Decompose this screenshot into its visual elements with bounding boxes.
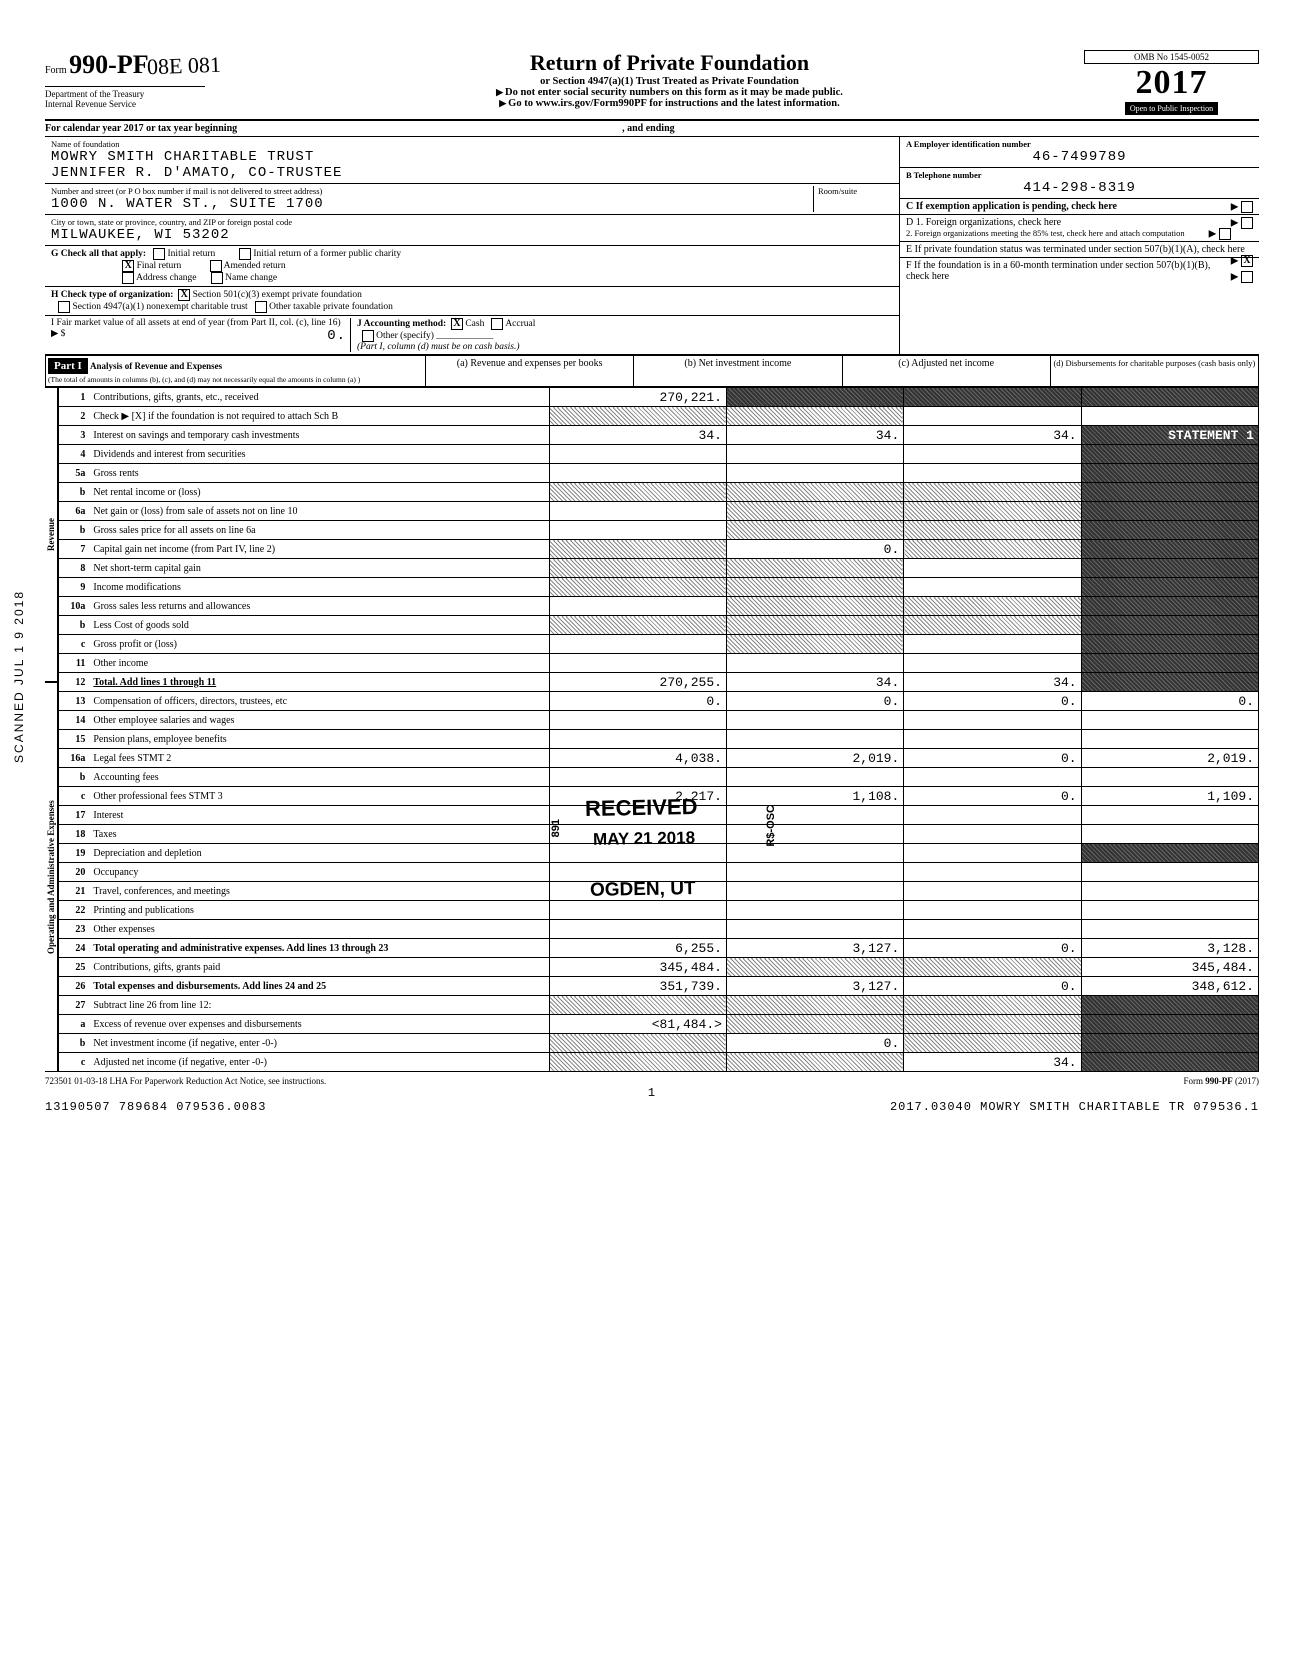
ein-label: A Employer identification number — [906, 139, 1253, 149]
table-row: 11Other income — [59, 654, 1259, 673]
name-label: Name of foundation — [51, 139, 893, 149]
table-row: 24Total operating and administrative exp… — [59, 939, 1259, 958]
col-d-header: (d) Disbursements for charitable purpose… — [1051, 356, 1258, 386]
phone-label: B Telephone number — [906, 170, 1253, 180]
form-header: Form 990-PF 08E 081 Department of the Tr… — [45, 50, 1259, 121]
form-subtitle-3: Go to www.irs.gov/Form990PF for instruct… — [255, 98, 1084, 109]
table-row: 18Taxes — [59, 825, 1259, 844]
table-row: 17Interest — [59, 806, 1259, 825]
table-row: 19Depreciation and depletion — [59, 844, 1259, 863]
col-a-header: (a) Revenue and expenses per books — [426, 356, 634, 386]
bottom-codes: 13190507 789684 079536.0083 2017.03040 M… — [45, 1100, 1259, 1114]
table-row: cOther professional fees STMT 32,217.1,1… — [59, 787, 1259, 806]
omb-number: OMB No 1545-0052 — [1084, 50, 1259, 64]
tax-year: 2017 — [1084, 64, 1259, 102]
address-label: Number and street (or P O box number if … — [51, 186, 813, 196]
dept-label: Department of the Treasury Internal Reve… — [45, 86, 205, 109]
fmv-value: 0. — [327, 328, 346, 344]
box-e: E If private foundation status was termi… — [900, 242, 1259, 258]
form-number: Form 990-PF 08E 081 — [45, 50, 255, 80]
box-f: F If the foundation is in a 60-month ter… — [900, 258, 1259, 284]
table-row: 23Other expenses — [59, 920, 1259, 939]
table-row: 22Printing and publications — [59, 901, 1259, 920]
table-row: 26Total expenses and disbursements. Add … — [59, 977, 1259, 996]
phone-value: 414-298-8319 — [906, 180, 1253, 196]
table-row: 21Travel, conferences, and meetings — [59, 882, 1259, 901]
foundation-name-1: MOWRY SMITH CHARITABLE TRUST — [51, 149, 893, 165]
table-row: 25Contributions, gifts, grants paid345,4… — [59, 958, 1259, 977]
section-g: G Check all that apply: Initial return I… — [45, 246, 899, 287]
part1-table: 1Contributions, gifts, grants, etc., rec… — [58, 387, 1259, 1072]
calendar-year-row: For calendar year 2017 or tax year begin… — [45, 121, 1259, 137]
table-row: bAccounting fees — [59, 768, 1259, 787]
address-value: 1000 N. WATER ST., SUITE 1700 — [51, 196, 813, 212]
page-number: 1 — [45, 1086, 1259, 1100]
footer-left: 723501 01-03-18 LHA For Paperwork Reduct… — [45, 1076, 326, 1086]
revenue-side-label: Revenue — [45, 387, 58, 682]
footer-right: Form 990-PF (2017) — [1183, 1076, 1259, 1086]
box-c: C If exemption application is pending, c… — [900, 199, 1259, 215]
city-label: City or town, state or province, country… — [51, 217, 893, 227]
table-row: 1Contributions, gifts, grants, etc., rec… — [59, 388, 1259, 407]
table-row: bNet investment income (if negative, ent… — [59, 1034, 1259, 1053]
open-inspection: Open to Public Inspection — [1125, 102, 1218, 115]
table-row: 3Interest on savings and temporary cash … — [59, 426, 1259, 445]
table-row: 4Dividends and interest from securities — [59, 445, 1259, 464]
table-row: 13Compensation of officers, directors, t… — [59, 692, 1259, 711]
table-row: 5aGross rents — [59, 464, 1259, 483]
section-h: H Check type of organization: X Section … — [45, 287, 899, 316]
form-title: Return of Private Foundation — [255, 50, 1084, 76]
table-row: bLess Cost of goods sold — [59, 616, 1259, 635]
part1-badge: Part I — [48, 358, 88, 374]
table-row: bNet rental income or (loss) — [59, 483, 1259, 502]
col-b-header: (b) Net investment income — [634, 356, 842, 386]
table-row: bGross sales price for all assets on lin… — [59, 521, 1259, 540]
entity-info-block: Name of foundation MOWRY SMITH CHARITABL… — [45, 137, 1259, 355]
opadmin-side-label: Operating and Administrative Expenses — [45, 682, 58, 1072]
city-value: MILWAUKEE, WI 53202 — [51, 227, 893, 243]
final-return-checkbox[interactable]: X — [122, 260, 134, 272]
table-row: cGross profit or (loss) — [59, 635, 1259, 654]
part1-header-row: Part I Analysis of Revenue and Expenses … — [45, 355, 1259, 387]
section-i-label: I Fair market value of all assets at end… — [51, 318, 341, 328]
table-row: 14Other employee salaries and wages — [59, 711, 1259, 730]
scanned-stamp: SCANNED JUL 1 9 2018 — [12, 590, 26, 763]
table-row: 7Capital gain net income (from Part IV, … — [59, 540, 1259, 559]
table-row: cAdjusted net income (if negative, enter… — [59, 1053, 1259, 1072]
ein-value: 46-7499789 — [906, 149, 1253, 165]
form-subtitle-2: Do not enter social security numbers on … — [255, 87, 1084, 98]
table-row: 8Net short-term capital gain — [59, 559, 1259, 578]
table-row: aExcess of revenue over expenses and dis… — [59, 1015, 1259, 1034]
table-row: 15Pension plans, employee benefits — [59, 730, 1259, 749]
table-row: 2Check ▶ [X] if the foundation is not re… — [59, 407, 1259, 426]
table-row: 12Total. Add lines 1 through 11270,255.3… — [59, 673, 1259, 692]
table-row: 16aLegal fees STMT 24,038.2,019.0.2,019. — [59, 749, 1259, 768]
col-c-header: (c) Adjusted net income — [843, 356, 1051, 386]
box-d: D 1. Foreign organizations, check here ▶… — [900, 215, 1259, 242]
handwriting-overlay: 08E 081 — [147, 52, 222, 81]
room-label: Room/suite — [818, 186, 893, 196]
form-subtitle-1: or Section 4947(a)(1) Trust Treated as P… — [255, 76, 1084, 87]
table-row: 6aNet gain or (loss) from sale of assets… — [59, 502, 1259, 521]
foundation-name-2: JENNIFER R. D'AMATO, CO-TRUSTEE — [51, 165, 893, 181]
table-row: 20Occupancy — [59, 863, 1259, 882]
table-row: 9Income modifications — [59, 578, 1259, 597]
footer-row: 723501 01-03-18 LHA For Paperwork Reduct… — [45, 1076, 1259, 1086]
table-row: 27Subtract line 26 from line 12: — [59, 996, 1259, 1015]
table-row: 10aGross sales less returns and allowanc… — [59, 597, 1259, 616]
